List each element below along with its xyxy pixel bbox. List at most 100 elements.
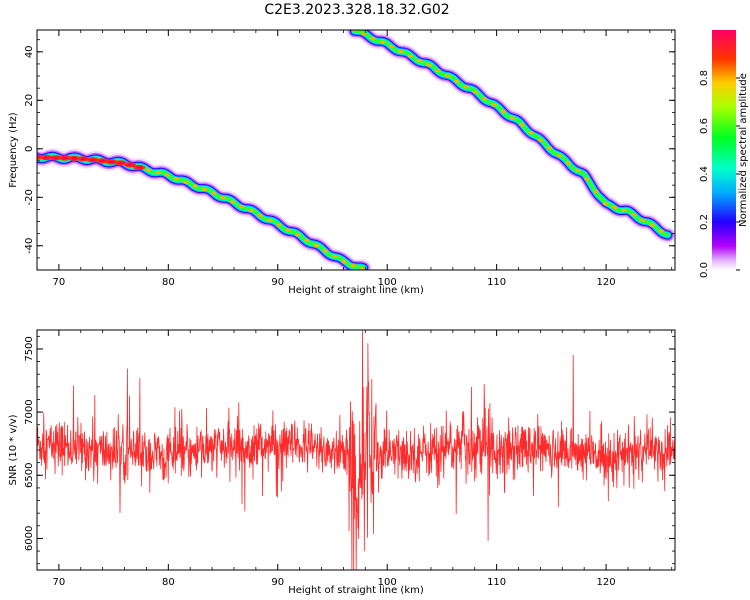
spectrogram-peak [584,177,590,181]
spectrogram-x-label: Height of straight line (km) [288,285,424,296]
spectrogram-peak-core [136,166,143,169]
spectrogram-peak [155,170,161,175]
spectrogram-peak [146,168,152,172]
spectrogram-peak [350,263,356,267]
spectrogram-peak-core [117,161,124,165]
spectrogram-peak [257,213,263,217]
spectrogram-peak [398,49,404,53]
spectrogram-panel: 70 80 90 100 110 120 40 20 0 -20 -40 Height of st… [8,29,676,296]
spectrogram-peak [285,228,291,232]
colorbar-tick-label: 0.4 [699,166,710,182]
spectrogram-peak [435,68,441,73]
snr-y-tick-label: 7000 [24,399,35,424]
figure-title: C2E3.2023.328.18.32.G02 [264,2,449,18]
spectrogram-frame [36,29,676,271]
spectrogram-x-tick-label: 100 [378,277,397,288]
spectrogram-y-tick-label: 40 [24,45,35,58]
spectrogram-peak [454,79,460,83]
snr-y-tick-label: 7500 [24,336,35,361]
colorbar-tick-label: 0.8 [699,70,710,86]
snr-x-ticks: 70 80 90 100 110 120 [36,330,673,588]
snr-x-tick-label: 120 [597,577,616,588]
spectrogram-peak-core [37,156,40,159]
spectrogram-peak [201,187,208,192]
spectrogram-x-tick-label: 110 [487,277,506,288]
spectrogram-peak [388,45,395,49]
colorbar-gradient [712,30,736,270]
snr-y-ticks: 7500 7000 6500 6000 [24,335,675,565]
spectrogram-peak [612,205,618,210]
spectrogram-peak [519,123,525,127]
colorbar-tick-label: 0.6 [699,118,710,134]
spectrogram-peak [379,40,385,44]
spectrogram-peak [164,173,170,177]
spectrogram-peak [547,146,553,150]
snr-x-tick-label: 80 [162,577,175,588]
spectrogram-peak [313,244,319,248]
spectrogram-x-tick-label: 80 [162,277,175,288]
spectrogram-peak [416,59,423,63]
spectrogram-peak [211,191,217,195]
snr-panel: 70 80 90 100 110 120 7500 7000 6500 6000 Height … [8,329,676,596]
spectrogram-peak-core [89,158,96,162]
spectrogram-peak [481,97,488,101]
spectrogram-peak [528,130,534,135]
spectrogram-y-label: Frequency (Hz) [8,112,19,188]
spectrogram-peak [621,208,627,213]
snr-x-tick-label: 70 [53,577,66,588]
spectrogram-x-tick-label: 120 [597,277,616,288]
spectrogram-peak [183,180,189,184]
spectrogram-peak-core [43,156,50,159]
spectrogram-peak-core [99,159,106,163]
colorbar-label: Normalized spectral amplitude [738,73,749,227]
spectrogram-y-tick-label: -40 [24,238,35,254]
spectrogram-x-tick-label: 70 [53,277,66,288]
spectrogram-peak [444,74,450,78]
spectrogram-peak [630,213,637,217]
spectrogram-peak [248,209,254,213]
spectrogram-y-tick-label: 20 [24,94,35,107]
spectrogram-peak [304,238,310,242]
spectrogram-peak [463,85,469,89]
spectrogram-peak [658,229,664,233]
spectrogram-peak-core [127,163,134,167]
snr-x-label: Height of straight line (km) [288,585,424,596]
spectrogram-peak-core [71,157,78,160]
spectrogram-peak [602,202,609,206]
spectrogram-peak [276,223,282,227]
snr-x-tick-label: 100 [378,577,397,588]
spectrogram-peak [649,223,655,227]
spectrogram-peak [173,177,180,181]
spectrogram-peak [229,200,235,204]
spectrogram-peak [575,168,581,172]
spectrogram-y-tick-label: 0 [24,146,35,152]
spectrogram-peak [332,254,338,259]
spectrogram-peak [556,154,562,158]
colorbar-ticks: 0.0 0.2 0.4 0.6 0.8 [699,70,740,278]
spectrogram-peak-core [52,156,59,159]
spectrogram-peak-core [61,156,68,160]
spectrogram-peak [359,267,366,270]
spectrogram-peak [294,233,301,237]
spectrogram-peak [509,116,516,120]
spectrogram-peak [426,63,432,67]
colorbar: 0.0 0.2 0.4 0.6 0.8 Normalized spectral ampl… [699,30,749,278]
spectrogram-peak [341,260,347,264]
spectrogram-y-tick-label: -20 [24,189,35,205]
spectrogram-peak [192,184,198,188]
spectrogram-peak [491,103,497,107]
snr-x-tick-label: 90 [271,577,284,588]
spectrogram-peak-core [80,157,87,160]
snr-x-tick-label: 110 [487,577,506,588]
spectrogram-peak [322,249,328,253]
spectrogram-peak [266,218,273,222]
spectrogram-peak [640,218,646,222]
spectrogram-x-tick-label: 90 [271,277,284,288]
spectrogram-peak [370,36,376,40]
spectrogram-peak [361,32,367,36]
spectrogram-y-ticks: 40 20 0 -20 -40 [24,39,675,271]
colorbar-tick-label: 0.0 [699,262,710,278]
spectrogram-peak [500,109,506,114]
spectrogram-peak [565,161,571,165]
